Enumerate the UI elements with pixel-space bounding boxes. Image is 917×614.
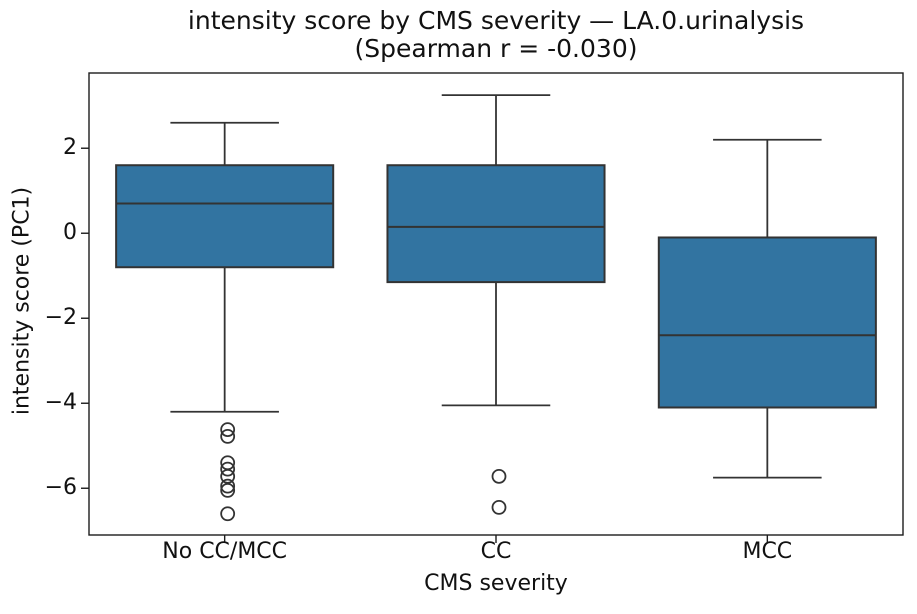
chart-title: intensity score by CMS severity — LA.0.u… <box>89 7 903 63</box>
x-axis-label: CMS severity <box>424 571 568 596</box>
outlier-point <box>220 468 236 484</box>
x-tick-label: No CC/MCC <box>162 539 288 564</box>
x-tick-label: CC <box>480 539 512 564</box>
box-mcc <box>657 236 877 409</box>
outlier-point <box>220 506 236 522</box>
outlier-point <box>491 499 507 515</box>
y-tick-label: 0 <box>63 220 77 246</box>
chart-title-line1: intensity score by CMS severity — LA.0.u… <box>187 6 805 35</box>
outlier-point <box>220 428 236 444</box>
y-tick-label: −2 <box>44 305 77 331</box>
outlier-point <box>491 468 507 484</box>
y-tick-label: −6 <box>44 475 77 501</box>
box-no-cc-mcc <box>115 164 335 269</box>
y-tick-label: −4 <box>44 390 77 416</box>
outlier-point <box>220 422 236 437</box>
box-cc <box>386 164 606 284</box>
chart-title-line2: (Spearman r = -0.030) <box>354 34 638 63</box>
outlier-point <box>220 461 236 477</box>
x-tick-label: MCC <box>742 539 793 564</box>
outlier-point <box>220 478 236 494</box>
y-tick-label: 2 <box>63 135 77 161</box>
outlier-point <box>220 482 236 498</box>
